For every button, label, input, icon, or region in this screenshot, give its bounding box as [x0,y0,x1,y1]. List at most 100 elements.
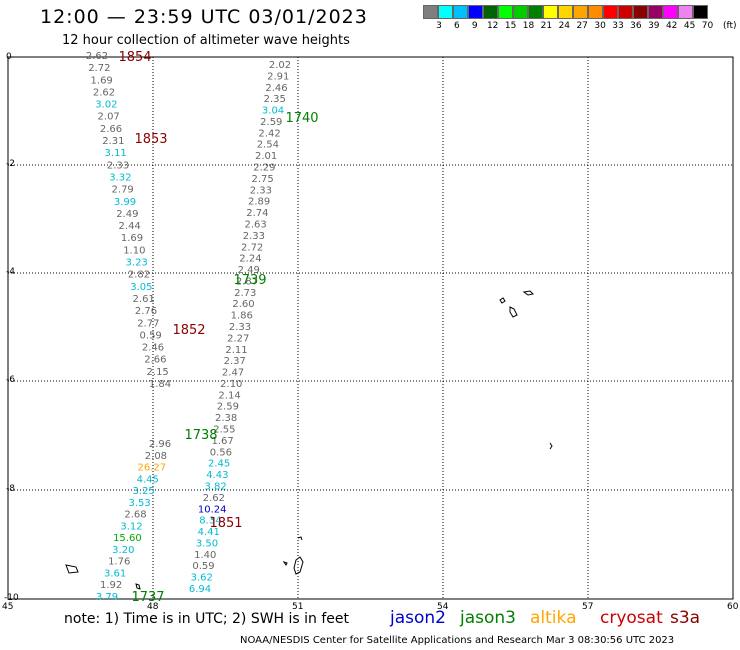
color-swatch [498,5,513,19]
wave-height-value: 3.04 [262,106,284,117]
pass-time-label: 1737 [131,590,164,605]
wave-height-value: 2.62 [203,493,225,504]
color-swatch [423,5,438,19]
legend-item-jason3: jason3 [460,608,516,628]
wave-height-value: 1.86 [231,311,253,322]
color-swatch [453,5,468,19]
color-scale-label: 24 [558,21,571,31]
wave-height-value: 3.11 [105,148,127,159]
wave-height-value: 8.34 [199,516,221,527]
footnote: note: 1) Time is in UTC; 2) SWH is in fe… [64,611,350,627]
longitude-tick-label: 57 [582,602,594,612]
wave-height-value: 2.33 [250,185,272,196]
wave-height-value: 2.72 [241,242,263,253]
wave-height-value: 2.07 [98,112,120,123]
wave-height-value: 2.91 [267,71,289,82]
wave-height-value: 4.45 [137,474,159,485]
wave-height-value: 2.38 [215,413,237,424]
wave-height-value: 2.79 [112,185,134,196]
latitude-tick-label: -10 [4,593,19,603]
legend-item-cryosat: cryosat [600,608,663,628]
wave-height-value: 1.10 [123,245,145,256]
color-scale-label: 18 [522,21,535,31]
color-swatch [648,5,663,19]
color-scale-label: 6 [454,21,460,31]
longitude-tick-label: 48 [147,602,159,612]
color-swatch [543,5,558,19]
wave-height-value: 2.49 [238,265,260,276]
wave-height-value: 2.72 [88,63,110,74]
color-scale-label: 42 [665,21,678,31]
longitude-tick-label: 45 [2,602,14,612]
wave-height-value: 2.76 [135,306,157,317]
legend-item-s3a: s3a [670,608,701,628]
wave-height-value: 10.24 [198,504,227,515]
wave-height-value: 2.33 [243,231,265,242]
longitude-tick-label: 60 [727,602,739,612]
color-swatch [558,5,573,19]
longitude-tick-label: 54 [437,602,449,612]
latitude-tick-label: -4 [6,267,15,277]
wave-height-value: 15.60 [113,533,142,544]
color-swatch [693,5,708,19]
color-scale-label: 21 [540,21,553,31]
altimeter-tracks: 2.622.721.692.623.022.072.662.313.112.33… [86,51,291,603]
color-swatch [603,5,618,19]
wave-height-value: 3.99 [114,197,136,208]
wave-height-value: 3.20 [112,545,134,556]
wave-height-value: 3.05 [130,282,152,293]
wave-height-value: 2.42 [258,128,280,139]
wave-height-value: 2.47 [222,368,244,379]
color-scale-label: 3 [436,21,442,31]
wave-height-value: 2.75 [251,174,273,185]
wave-height-value: 2.54 [257,140,279,151]
wave-height-value: 2.08 [145,451,167,462]
wave-height-value: 3.32 [109,172,131,183]
wave-height-value: 2.29 [253,163,275,174]
color-scale-label: 70 [701,21,714,31]
wave-height-value: 2.24 [239,254,261,265]
wave-height-value: 1.69 [121,233,143,244]
wave-height-value: 2.44 [119,221,141,232]
color-swatch [573,5,588,19]
wave-height-value: 2.66 [100,124,122,135]
wave-height-value: 2.63 [245,219,267,230]
color-swatch [513,5,528,19]
wave-height-value: 0.56 [210,447,232,458]
color-scale-label: 36 [630,21,642,31]
color-swatch [438,5,453,19]
wave-height-value: 2.15 [147,367,169,378]
color-scale-label: 15 [504,21,517,31]
pass-time-label: 1740 [285,111,318,126]
wave-height-value: 1.92 [100,580,122,591]
pass-time-label: 1738 [184,428,217,443]
wave-height-value: 6.94 [189,584,211,595]
wave-height-value: 2.10 [220,379,242,390]
color-swatch [468,5,483,19]
wave-height-value: 2.96 [149,439,171,450]
wave-height-value: 1.84 [149,379,171,390]
wave-height-value: 3.23 [126,258,148,269]
wave-height-value: 2.01 [255,151,277,162]
wave-height-value: 3.79 [96,592,118,603]
wave-height-value: 2.59 [217,402,239,413]
legend-item-altika: altika [530,608,577,628]
wave-height-value: 1.40 [194,550,216,561]
wave-height-value: 2.31 [102,136,124,147]
wave-height-value: 3.62 [191,573,213,584]
color-scale-label: 27 [576,21,588,31]
color-swatch [618,5,633,19]
wave-height-value: 2.02 [269,60,291,71]
color-scale-bar [423,5,708,19]
wave-height-value: 2.46 [142,343,164,354]
color-swatch [678,5,693,19]
pass-labels: 1854 1853 1852 1851 1740 1739 1738 1737 [118,50,318,605]
wave-height-value: 3.61 [104,568,126,579]
map-title: 12:00 — 23:59 UTC 03/01/2023 [40,6,368,28]
credit-line: NOAA/NESDIS Center for Satellite Applica… [240,635,675,646]
wave-height-value: 2.46 [265,83,287,94]
longitude-tick-label: 51 [292,602,304,612]
wave-height-value: 2.66 [144,355,166,366]
color-scale-label: 45 [683,21,696,31]
